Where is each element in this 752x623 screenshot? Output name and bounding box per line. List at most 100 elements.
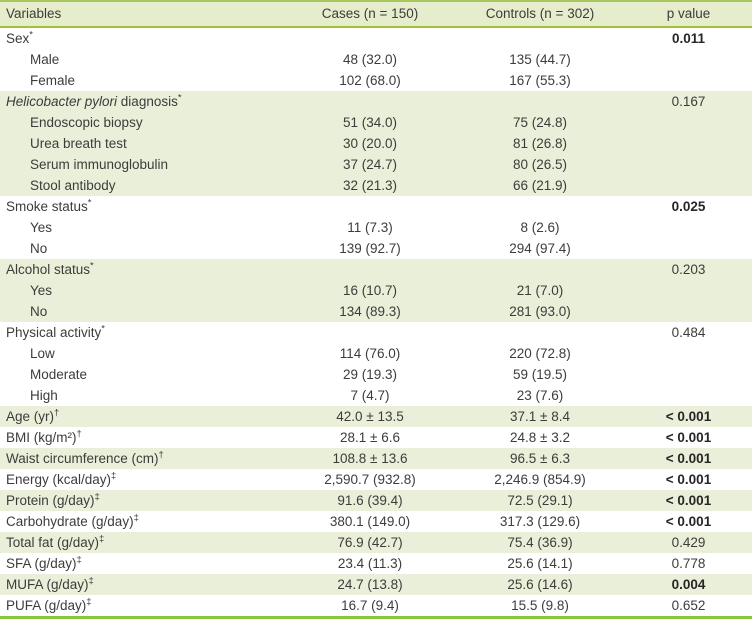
cases-value: [285, 27, 455, 49]
controls-value: 81 (26.8): [455, 133, 625, 154]
variable-cell: Energy (kcal/day)‡: [0, 469, 285, 490]
table-row: Alcohol status* 0.203: [0, 259, 752, 280]
p-value: < 0.001: [625, 448, 752, 469]
p-value: 0.778: [671, 556, 706, 571]
variable-label: Endoscopic biopsy: [30, 115, 143, 130]
p-value: < 0.001: [665, 514, 712, 529]
table-row: BMI (kg/m²)† 28.1 ± 6.6 24.8 ± 3.2 < 0.0…: [0, 427, 752, 448]
cases-value: 28.1 ± 6.6: [340, 430, 400, 445]
controls-value: 66 (21.9): [455, 175, 625, 196]
p-value: 0.484: [671, 325, 706, 340]
cases-value: 2,590.7 (932.8): [324, 472, 416, 487]
footnote-marker: *: [90, 260, 94, 272]
p-value: [625, 217, 752, 238]
p-value: 0.652: [671, 598, 706, 613]
p-value: 0.429: [625, 532, 752, 553]
variable-cell: Stool antibody: [0, 175, 285, 196]
controls-value: 75.4 (36.9): [455, 532, 625, 553]
table-row: Smoke status* 0.025: [0, 196, 752, 217]
controls-value: 135 (44.7): [509, 52, 571, 67]
footnote-marker: ‡: [133, 512, 139, 524]
variable-cell: No: [0, 301, 285, 322]
table-row: Moderate 29 (19.3) 59 (19.5): [0, 364, 752, 385]
controls-value: 80 (26.5): [455, 154, 625, 175]
p-value: 0.004: [625, 574, 752, 595]
variable-label: BMI (kg/m²): [6, 430, 77, 445]
cases-value: 108.8 ± 13.6: [285, 448, 455, 469]
controls-value: 220 (72.8): [509, 346, 571, 361]
footnote-marker: ‡: [94, 491, 100, 503]
variable-label: Physical activity: [6, 325, 102, 340]
footnote-marker: ‡: [99, 533, 105, 545]
p-value: [625, 343, 752, 364]
table-row: Sex* 0.011: [0, 27, 752, 49]
cases-value: 51 (34.0): [285, 112, 455, 133]
table-row: No 134 (89.3) 281 (93.0): [0, 301, 752, 322]
table-row: Total fat (g/day)‡ 76.9 (42.7) 75.4 (36.…: [0, 532, 752, 553]
col-header-controls: Controls (n = 302): [455, 1, 625, 28]
controls-value: 23 (7.6): [516, 388, 564, 403]
cases-value: [285, 322, 455, 343]
controls-value: [455, 196, 625, 217]
variable-cell: Endoscopic biopsy: [0, 112, 285, 133]
cases-value: [285, 259, 455, 280]
variable-label: PUFA (g/day): [6, 598, 87, 613]
controls-value: 2,246.9 (854.9): [494, 472, 586, 487]
table-row: Waist circumference (cm)† 108.8 ± 13.6 9…: [0, 448, 752, 469]
cases-value: 32 (21.3): [285, 175, 455, 196]
variable-label: High: [30, 388, 58, 403]
cases-value: [285, 91, 455, 112]
variable-cell: MUFA (g/day)‡: [0, 574, 285, 595]
variable-cell: Yes: [0, 280, 285, 301]
table-row: Endoscopic biopsy 51 (34.0) 75 (24.8): [0, 112, 752, 133]
table-row: Yes 16 (10.7) 21 (7.0): [0, 280, 752, 301]
variable-label: Age (yr): [6, 409, 55, 424]
variable-cell: Sex*: [0, 27, 285, 49]
p-value: < 0.001: [625, 406, 752, 427]
controls-value: 25.6 (14.6): [455, 574, 625, 595]
controls-value: [455, 322, 625, 343]
variable-cell: Carbohydrate (g/day)‡: [0, 511, 285, 532]
variable-label: Moderate: [30, 367, 88, 382]
table-row: Low 114 (76.0) 220 (72.8): [0, 343, 752, 364]
variable-cell: Protein (g/day)‡: [0, 490, 285, 511]
controls-value: 72.5 (29.1): [455, 490, 625, 511]
variable-cell: No: [0, 238, 285, 259]
footnote-marker: ‡: [111, 470, 117, 482]
controls-value: 21 (7.0): [455, 280, 625, 301]
cases-value: 29 (19.3): [342, 367, 398, 382]
cases-value: 114 (76.0): [339, 346, 401, 361]
variable-cell: Serum immunoglobulin: [0, 154, 285, 175]
table-row: Urea breath test 30 (20.0) 81 (26.8): [0, 133, 752, 154]
p-value: [625, 70, 752, 91]
cases-value: 134 (89.3): [285, 301, 455, 322]
cases-value: 30 (20.0): [285, 133, 455, 154]
variable-label: diagnosis: [117, 94, 178, 109]
controls-value: [455, 259, 625, 280]
p-value: < 0.001: [665, 472, 712, 487]
footnote-marker: ‡: [76, 554, 82, 566]
variable-cell: Helicobacter pylori diagnosis*: [0, 91, 285, 112]
col-header-variables: Variables: [0, 1, 285, 28]
variable-label: Energy (kcal/day): [6, 472, 112, 487]
variable-cell: Alcohol status*: [0, 259, 285, 280]
cases-value: 24.7 (13.8): [285, 574, 455, 595]
variable-cell: Female: [0, 70, 285, 91]
table-row: Female 102 (68.0) 167 (55.3): [0, 70, 752, 91]
cases-value: 42.0 ± 13.5: [285, 406, 455, 427]
cases-value: 380.1 (149.0): [329, 514, 411, 529]
p-value: < 0.001: [665, 430, 712, 445]
table-row: Yes 11 (7.3) 8 (2.6): [0, 217, 752, 238]
variable-label: Serum immunoglobulin: [30, 157, 169, 172]
footnote-marker: †: [158, 449, 164, 461]
footnote-marker: ‡: [88, 575, 94, 587]
cases-value: [285, 196, 455, 217]
variable-cell: Physical activity*: [0, 322, 285, 343]
variable-label: Yes: [30, 220, 53, 235]
p-value: [625, 364, 752, 385]
footnote-marker: †: [54, 407, 60, 419]
controls-value: 24.8 ± 3.2: [510, 430, 570, 445]
variable-label: Stool antibody: [30, 178, 116, 193]
p-value: [625, 112, 752, 133]
